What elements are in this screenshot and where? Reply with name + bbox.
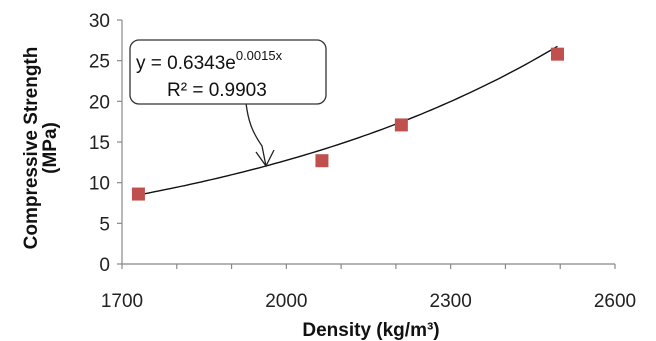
equation-callout: y = 0.6343e0.0015x R² = 0.9903: [129, 39, 327, 168]
x-tick-label: 1700: [101, 291, 143, 312]
x-axis-title: Density (kg/m³): [302, 320, 439, 341]
y-tick-label: 30: [89, 11, 110, 32]
y-axis-title: Compressive Strength (MPa): [21, 47, 61, 250]
data-point: [394, 118, 408, 132]
callout-arrowhead: [255, 149, 275, 168]
x-tick-label: 2300: [430, 291, 472, 312]
equation-box: [129, 39, 327, 105]
r-squared-label: R² = 0.9903: [167, 80, 267, 101]
y-tick-label: 0: [99, 255, 110, 276]
callout-arrow: [245, 102, 267, 167]
equation-exponent: 0.0015x: [236, 48, 283, 63]
y-tick-label: 10: [89, 174, 110, 195]
data-point: [315, 154, 329, 168]
x-axis-ticks: 1700 2000 2300 2600: [101, 264, 636, 312]
equation-base: y = 0.6343e: [136, 53, 236, 74]
y-tick-label: 5: [99, 214, 110, 235]
y-axis-title-line2: (MPa): [40, 122, 61, 174]
data-point: [131, 187, 145, 201]
equation-line: y = 0.6343e0.0015x: [136, 48, 283, 74]
data-point: [550, 47, 564, 61]
y-tick-label: 20: [89, 92, 110, 113]
trendline-curve: [138, 45, 558, 196]
y-tick-label: 15: [89, 133, 110, 154]
data-points: [131, 47, 564, 201]
x-tick-label: 2000: [265, 291, 307, 312]
y-axis-title-line1: Compressive Strength: [21, 47, 42, 250]
y-axis-ticks: 0 5 10 15 20 25 30: [89, 11, 122, 276]
x-tick-label: 2600: [594, 291, 636, 312]
y-tick-label: 25: [89, 52, 110, 73]
